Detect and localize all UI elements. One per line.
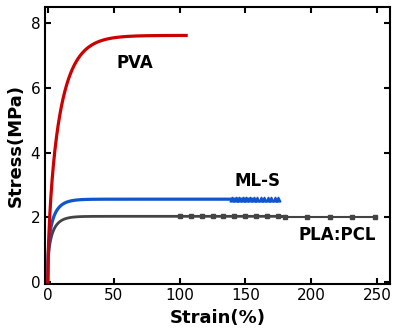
Text: ML-S: ML-S	[235, 172, 281, 190]
X-axis label: Strain(%): Strain(%)	[170, 309, 266, 327]
Text: PLA:PCL: PLA:PCL	[298, 226, 376, 244]
Y-axis label: Stress(MPa): Stress(MPa)	[7, 84, 25, 207]
Text: PVA: PVA	[116, 54, 153, 72]
